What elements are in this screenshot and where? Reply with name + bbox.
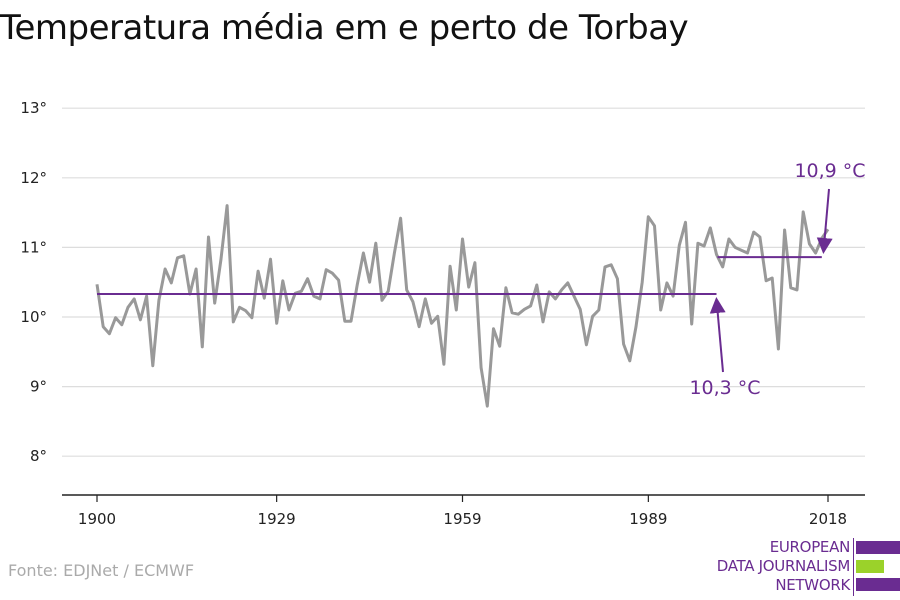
annotation-arrow-1 bbox=[709, 297, 726, 373]
x-tick-label: 1929 bbox=[258, 510, 296, 528]
y-tick-label: 13° bbox=[20, 99, 47, 117]
x-tick-label: 1900 bbox=[78, 510, 116, 528]
y-tick-label: 9° bbox=[30, 378, 47, 396]
logo-line-1: EUROPEAN bbox=[769, 538, 851, 556]
x-tick-label: 1989 bbox=[629, 510, 667, 528]
annotation-arrow-2 bbox=[816, 188, 833, 254]
chart-title: Temperatura média em e perto de Torbay bbox=[0, 8, 689, 48]
logo-bar-purple-top bbox=[856, 541, 900, 554]
logo-bar-purple-bottom bbox=[856, 578, 900, 591]
x-tick-label: 2018 bbox=[809, 510, 847, 528]
annotation-label-1: 10,3 °C bbox=[689, 377, 760, 399]
y-tick-label: 8° bbox=[30, 447, 47, 465]
logo-divider bbox=[853, 538, 854, 596]
logo-bar-spacer bbox=[856, 560, 900, 573]
logo-line-3: NETWORK bbox=[775, 576, 850, 594]
source-note: Fonte: EDJNet / ECMWF bbox=[8, 561, 195, 580]
y-tick-label: 11° bbox=[20, 238, 47, 256]
x-tick-label: 1959 bbox=[443, 510, 481, 528]
y-tick-label: 12° bbox=[20, 169, 47, 187]
annotation-label-2: 10,9 °C bbox=[794, 160, 865, 182]
logo-line-2: DATA JOURNALISM bbox=[716, 557, 851, 575]
edjnet-logo: EUROPEAN DATA JOURNALISM NETWORK bbox=[700, 538, 900, 596]
y-tick-label: 10° bbox=[20, 308, 47, 326]
